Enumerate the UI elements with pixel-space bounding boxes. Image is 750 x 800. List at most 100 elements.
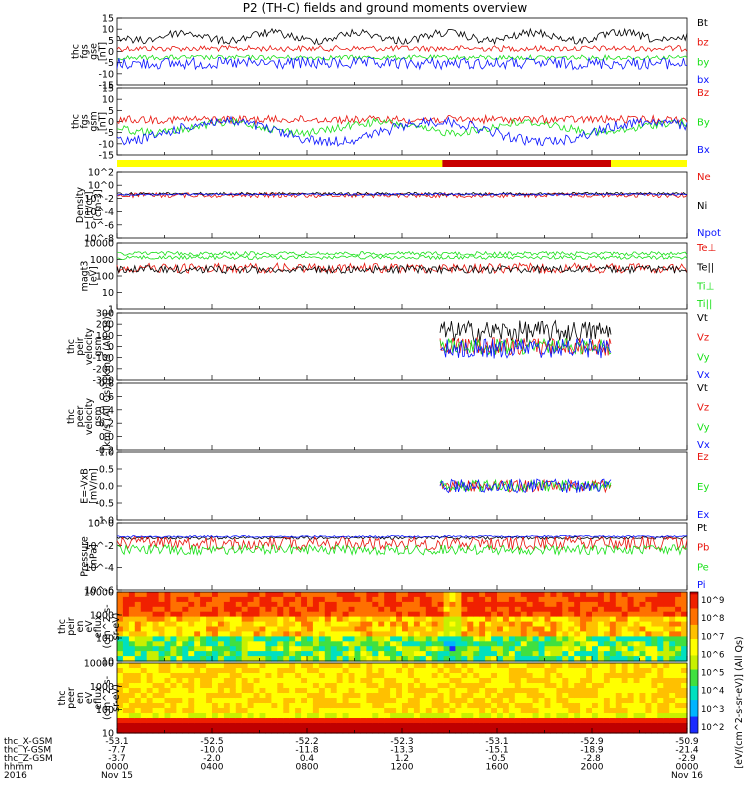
spectrogram-cell (117, 688, 124, 694)
spectrogram-cell (206, 656, 213, 662)
spectrogram-cell (532, 698, 540, 704)
spectrogram-cell (342, 656, 350, 662)
spectrogram-cell (217, 621, 225, 628)
spectrogram-cell (645, 592, 652, 598)
spectrogram-cell (568, 636, 575, 642)
spectrogram-cell (336, 656, 344, 662)
spectrogram-cell (431, 646, 439, 652)
spectrogram-cell (580, 688, 587, 694)
spectrogram-cell (247, 728, 255, 734)
spectrogram-cell (223, 728, 231, 734)
spectrogram-cell (550, 646, 557, 652)
spectrogram-cell (152, 636, 160, 642)
spectrogram-cell (212, 723, 219, 729)
spectrogram-cell (627, 636, 635, 642)
y-axis-label: velocity (84, 398, 95, 436)
spectrogram-cell (437, 651, 445, 657)
spectrogram-cell (413, 601, 421, 608)
spectrogram-cell (669, 673, 676, 679)
spectrogram-cell (455, 718, 462, 724)
spectrogram-cell (609, 663, 617, 669)
spectrogram-cell (645, 728, 652, 734)
spectrogram-cell (140, 626, 148, 632)
colorbar-cell (690, 662, 698, 666)
spectrogram-cell (318, 703, 326, 709)
spectrogram-cell (639, 626, 646, 632)
spectrogram-cell (574, 592, 581, 598)
y-axis-label: thc (66, 339, 77, 354)
spectrogram-cell (271, 683, 278, 689)
spectrogram-cell (592, 606, 599, 613)
spectrogram-cell (348, 616, 356, 623)
spectrogram-cell (194, 693, 201, 699)
spectrogram-cell (651, 703, 658, 709)
spectrogram-cell (645, 668, 652, 674)
spectrogram-cell (663, 723, 670, 729)
spectrogram-cell (206, 723, 213, 729)
x-axis-value: 0000 (676, 763, 699, 773)
spectrogram-cell (360, 596, 367, 603)
spectrogram-cell (556, 636, 563, 642)
spectrogram-cell (497, 641, 504, 647)
spectrogram-cell (289, 673, 296, 679)
spectrogram-cell (265, 611, 272, 618)
spectrogram-cell (681, 693, 688, 699)
y-tick-label: 10000 (84, 659, 114, 670)
spectrogram-cell (639, 596, 646, 603)
spectrogram-cell (253, 683, 261, 689)
spectrogram-cell (330, 621, 338, 628)
spectrogram-cell (235, 688, 243, 694)
spectrogram-cell (348, 708, 356, 714)
spectrogram-cell (164, 646, 171, 652)
spectrogram-cell (372, 718, 379, 724)
spectrogram-cell (592, 641, 599, 647)
spectrogram-cell (259, 626, 266, 632)
colorbar-cell (690, 723, 698, 727)
spectrogram-cell (312, 616, 320, 623)
y-tick-label: 100 (96, 634, 114, 645)
spectrogram-cell (526, 708, 534, 714)
spectrogram-cell (289, 596, 296, 603)
x-axis-row-label: thc_X-GSM (4, 737, 52, 747)
spectrogram-cell (491, 592, 498, 598)
spectrogram-cell (366, 678, 373, 684)
spectrogram-cell (295, 616, 302, 623)
spectrogram-cell (485, 693, 492, 699)
spectrogram-cell (336, 596, 344, 603)
spectrogram-cell (443, 656, 451, 662)
spectrogram-cell (449, 688, 456, 694)
spectrogram-cell (342, 718, 350, 724)
spectrogram-cell (443, 683, 451, 689)
spectrogram-cell (615, 626, 623, 632)
spectrogram-cell (217, 663, 225, 669)
spectrogram-cell (514, 708, 522, 714)
spectrogram-cell (609, 631, 617, 637)
spectrogram-cell (342, 606, 350, 613)
spectrogram-cell (586, 601, 593, 608)
spectrogram-cell (532, 606, 540, 613)
spectrogram-cell (425, 723, 433, 729)
spectrogram-cell (431, 703, 439, 709)
spectrogram-cell (146, 656, 154, 662)
spectrogram-cell (586, 656, 593, 662)
spectrogram-cell (324, 693, 332, 699)
colorbar-cell (690, 592, 698, 595)
spectrogram-cell (485, 651, 492, 657)
spectrogram-cell (473, 663, 480, 669)
spectrogram-cell (295, 663, 302, 669)
spectrogram-cell (586, 683, 593, 689)
spectrogram-cell (170, 656, 177, 662)
spectrogram-cell (307, 611, 314, 618)
spectrogram-cell (170, 723, 177, 729)
spectrogram-cell (176, 698, 183, 704)
spectrogram-cell (485, 601, 492, 608)
spectrogram-cell (645, 663, 652, 669)
spectrogram-cell (669, 723, 676, 729)
spectrogram-cell (307, 703, 314, 709)
spectrogram-cell (336, 693, 344, 699)
spectrogram-cell (312, 673, 320, 679)
spectrogram-cell (277, 606, 284, 613)
spectrogram-cell (372, 611, 379, 618)
spectrogram-cell (212, 698, 219, 704)
spectrogram-cell (675, 713, 682, 719)
